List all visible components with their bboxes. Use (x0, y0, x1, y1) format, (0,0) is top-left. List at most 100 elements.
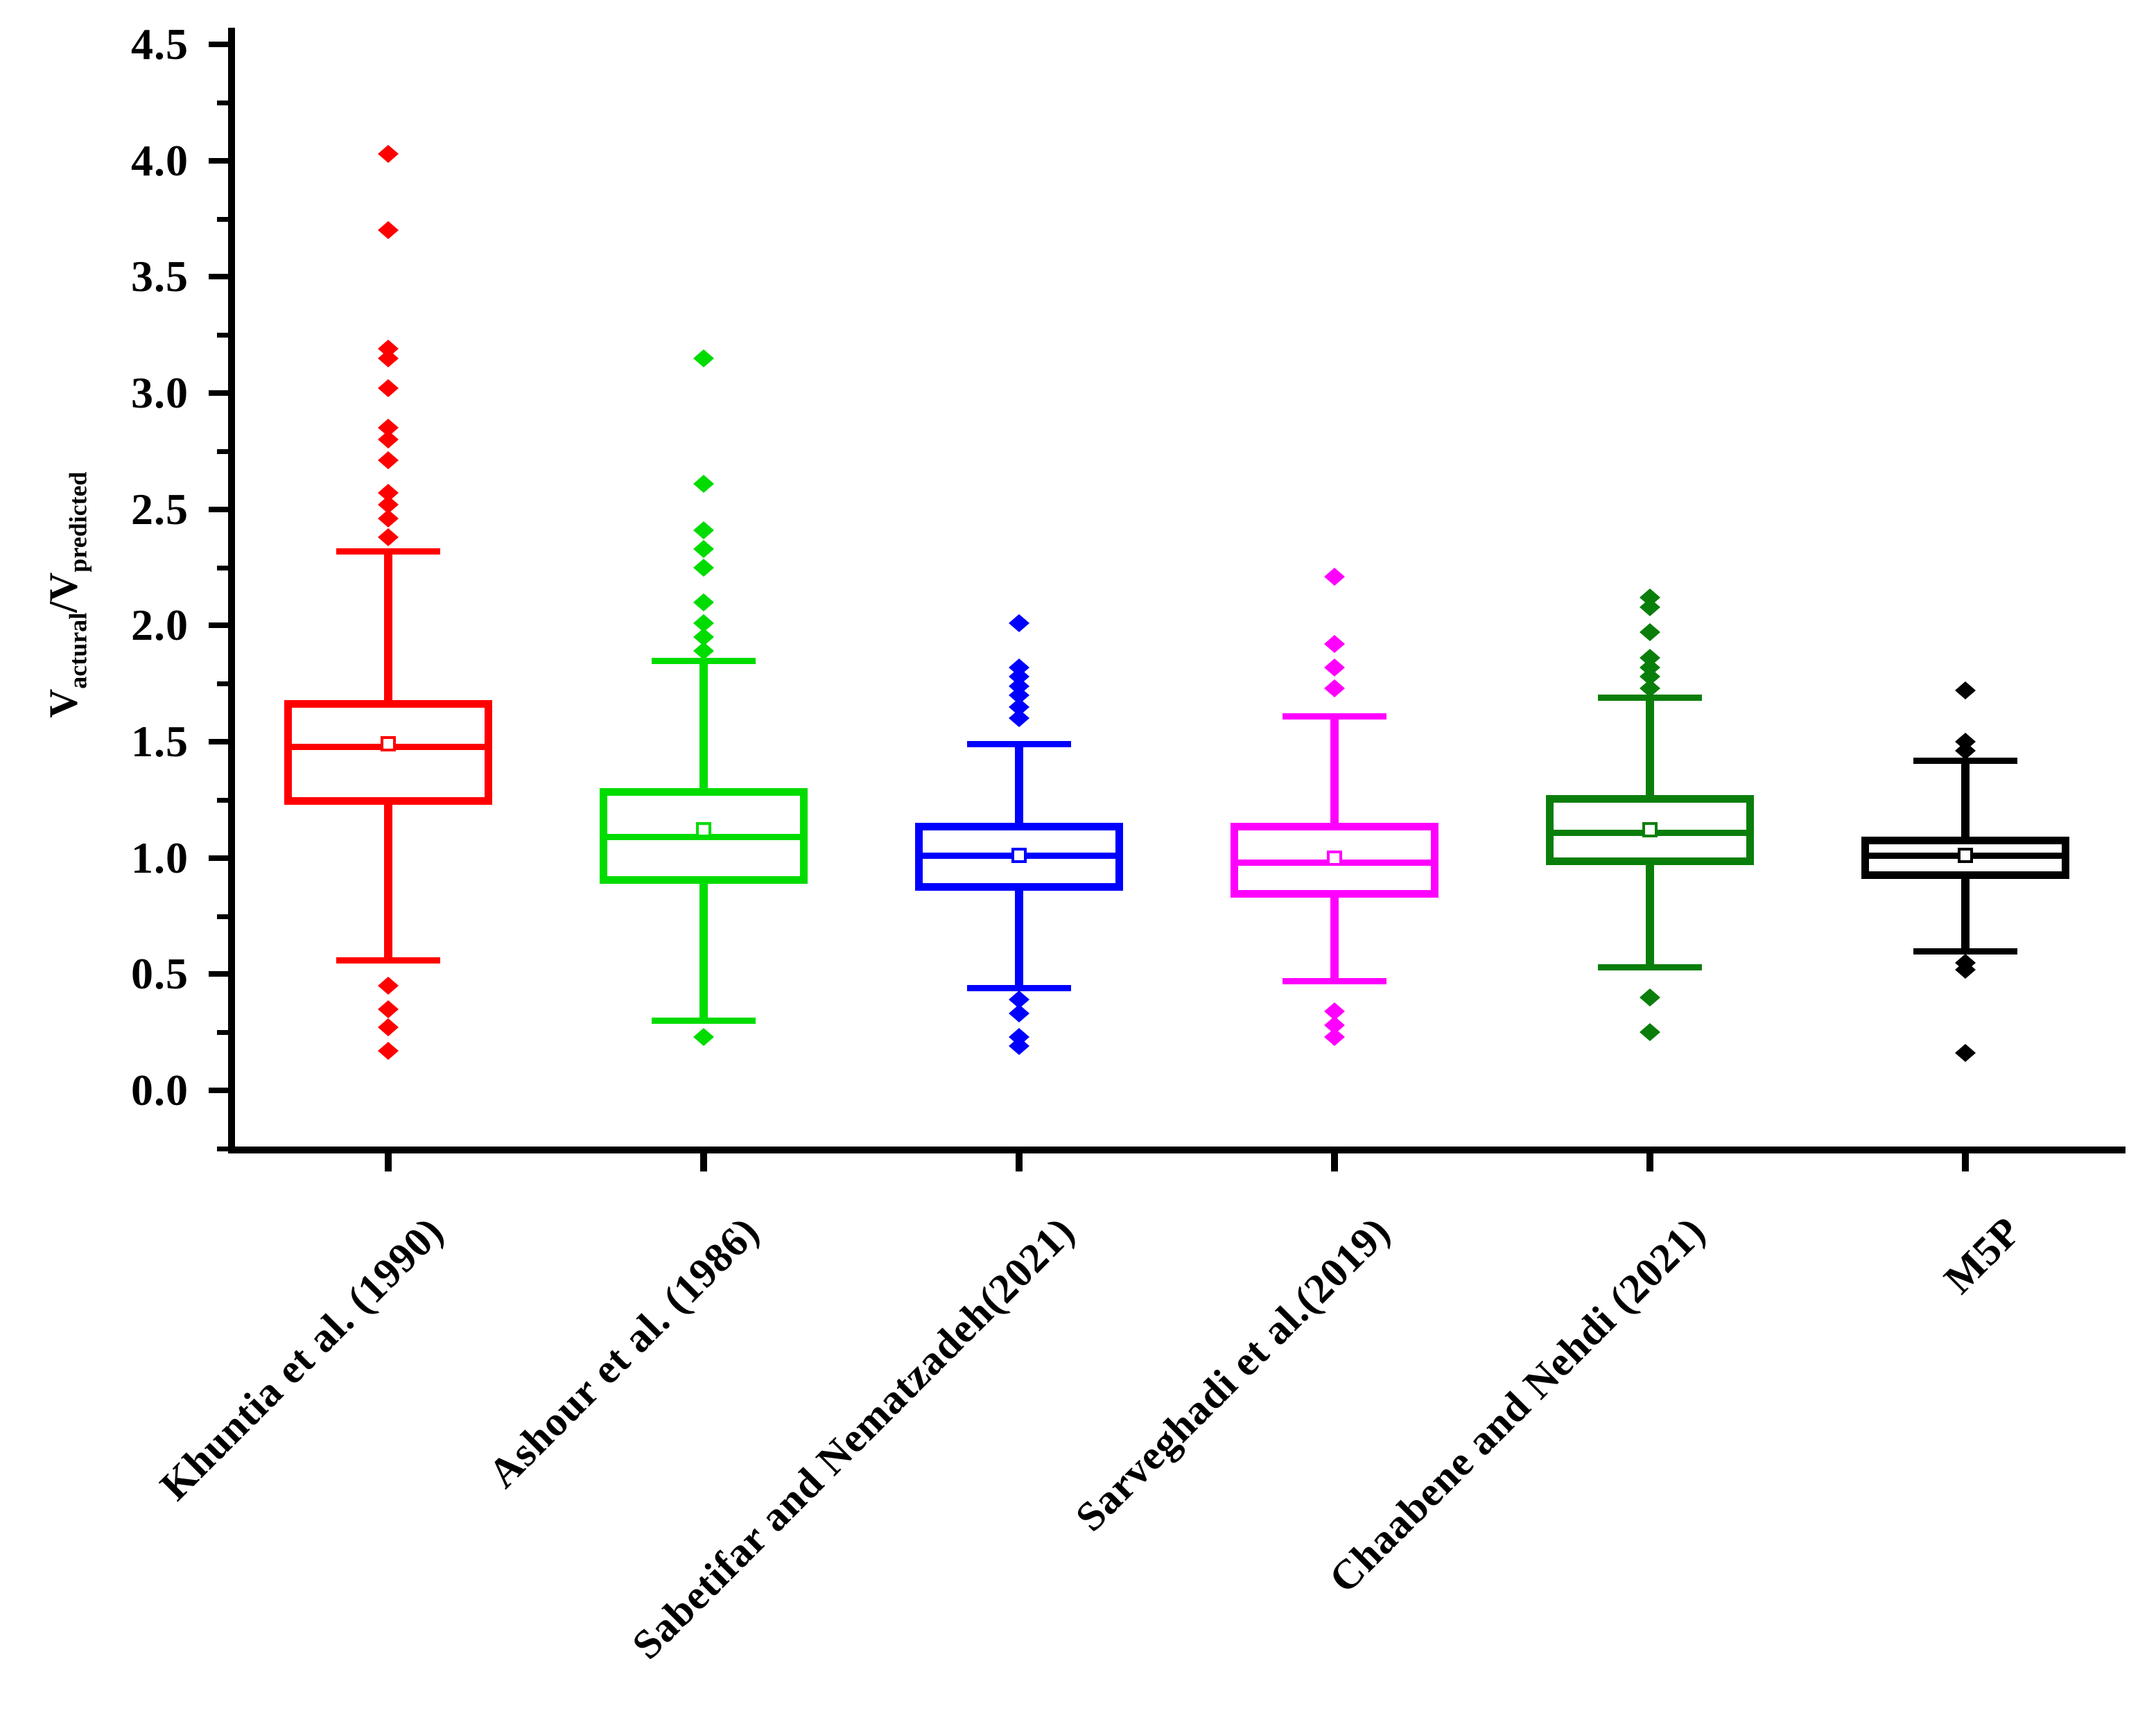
y-tick-label: 2.0 (131, 600, 189, 650)
mean-marker (696, 822, 711, 837)
outlier-diamond (1324, 635, 1345, 653)
y-tick-label: 1.0 (131, 833, 189, 882)
y-minor-tick (217, 217, 228, 222)
y-minor-tick (217, 1147, 228, 1151)
whisker-upper-stem (699, 661, 708, 788)
y-axis-line (228, 28, 235, 1153)
x-tick (1331, 1153, 1338, 1171)
x-category-label: Ashour et al. (1986) (479, 1208, 768, 1497)
mean-marker (1642, 822, 1658, 837)
x-tick (700, 1153, 707, 1171)
x-axis-line (228, 1147, 2125, 1153)
whisker-upper-stem (1015, 744, 1023, 823)
outlier-diamond (378, 221, 399, 239)
outlier-diamond (1009, 1037, 1029, 1055)
y-tick-label: 0.0 (131, 1065, 189, 1115)
y-major-tick (209, 42, 228, 47)
outlier-diamond (693, 540, 714, 558)
whisker-upper-cap (1283, 713, 1386, 720)
outlier-diamond (1640, 623, 1660, 641)
whisker-upper-cap (967, 741, 1071, 747)
whisker-lower-cap (1283, 978, 1386, 984)
x-category-label: M5P (1935, 1208, 2030, 1302)
y-minor-tick (217, 333, 228, 338)
whisker-upper-cap (1598, 695, 1702, 701)
x-category-label: Sarveghadi et al.(2019) (1066, 1208, 1399, 1540)
y-tick-label: 4.0 (131, 136, 189, 185)
outlier-diamond (378, 145, 399, 163)
y-major-tick (209, 158, 228, 164)
x-tick (385, 1153, 392, 1171)
y-major-tick (209, 507, 228, 512)
outlier-diamond (1324, 659, 1345, 677)
outlier-diamond (693, 521, 714, 539)
outlier-diamond (693, 559, 714, 577)
whisker-upper-stem (1646, 697, 1654, 795)
outlier-diamond (693, 593, 714, 611)
x-tick (1646, 1153, 1653, 1171)
whisker-upper-cap (336, 548, 440, 555)
y-major-tick (209, 274, 228, 279)
outlier-diamond (693, 349, 714, 367)
outlier-diamond (1640, 1023, 1660, 1041)
outlier-diamond (378, 1000, 399, 1018)
whisker-lower-stem (1015, 891, 1023, 988)
y-minor-tick (217, 449, 228, 454)
outlier-diamond (1009, 1004, 1029, 1022)
x-tick (1962, 1153, 1969, 1171)
y-minor-tick (217, 101, 228, 105)
whisker-lower-stem (1961, 879, 1970, 951)
whisker-lower-cap (967, 985, 1071, 991)
mean-marker (1327, 851, 1342, 866)
outlier-diamond (378, 977, 399, 995)
y-tick-label: 3.0 (131, 368, 189, 417)
whisker-upper-cap (1913, 758, 2017, 764)
mean-marker (381, 736, 396, 751)
mean-marker (1958, 848, 1973, 863)
x-category-label: Chaabene and Nehdi (2021) (1320, 1208, 1714, 1602)
whisker-upper-stem (384, 551, 392, 700)
outlier-diamond (1955, 1044, 1976, 1062)
outlier-diamond (1955, 681, 1976, 699)
whisker-upper-stem (1961, 760, 1970, 837)
outlier-diamond (378, 528, 399, 546)
mean-marker (1011, 848, 1027, 863)
y-major-tick (209, 390, 228, 396)
y-tick-label: 0.5 (131, 949, 189, 998)
outlier-diamond (693, 1028, 714, 1046)
outlier-diamond (378, 451, 399, 469)
x-category-label: Khuntia et al. (1990) (151, 1208, 453, 1509)
whisker-lower-cap (336, 957, 440, 964)
whisker-lower-stem (384, 805, 392, 960)
y-minor-tick (217, 1030, 228, 1035)
y-major-tick (209, 855, 228, 861)
whisker-lower-cap (1598, 964, 1702, 970)
outlier-diamond (378, 1042, 399, 1060)
outlier-diamond (1324, 1028, 1345, 1046)
outlier-diamond (378, 1018, 399, 1036)
whisker-lower-cap (652, 1018, 756, 1024)
outlier-diamond (1009, 709, 1029, 727)
iqr-box (284, 700, 492, 805)
outlier-diamond (1640, 988, 1660, 1006)
y-minor-tick (217, 914, 228, 919)
y-minor-tick (217, 681, 228, 686)
y-minor-tick (217, 798, 228, 803)
whisker-lower-stem (1330, 898, 1339, 981)
y-major-tick (209, 1088, 228, 1093)
outlier-diamond (1324, 679, 1345, 697)
x-tick (1016, 1153, 1023, 1171)
whisker-lower-stem (1646, 865, 1654, 967)
y-minor-tick (217, 566, 228, 570)
y-tick-label: 3.5 (131, 252, 189, 301)
whisker-lower-stem (699, 884, 708, 1020)
y-major-tick (209, 622, 228, 628)
outlier-diamond (378, 379, 399, 397)
y-major-tick (209, 971, 228, 977)
y-major-tick (209, 739, 228, 744)
outlier-diamond (378, 349, 399, 367)
y-tick-label: 2.5 (131, 485, 189, 534)
outlier-diamond (378, 509, 399, 528)
whisker-lower-cap (1913, 948, 2017, 955)
